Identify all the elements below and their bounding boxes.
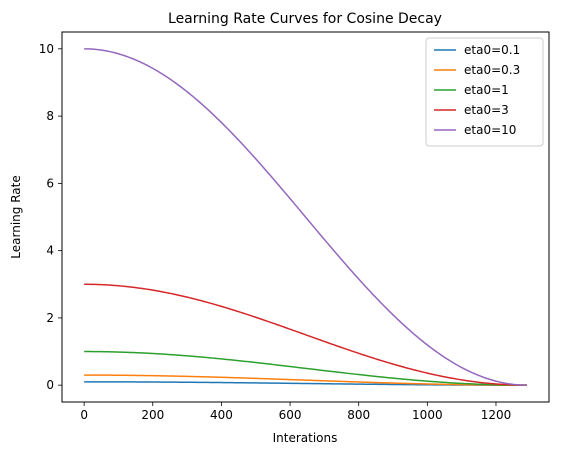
x-tick-label: 200 — [141, 408, 164, 422]
y-tick-label: 0 — [46, 378, 54, 392]
series-line-2 — [84, 350, 527, 386]
legend-label-3: eta0=3 — [464, 103, 509, 117]
y-tick-label: 10 — [39, 42, 54, 56]
x-tick-label: 1200 — [481, 408, 512, 422]
legend: eta0=0.1 eta0=0.3 eta0=1 eta0=3 eta0=10 — [425, 37, 544, 147]
series-line-3 — [84, 283, 527, 386]
legend-label-0: eta0=0.1 — [464, 43, 520, 57]
x-tick-label: 800 — [347, 408, 370, 422]
legend-label-4: eta0=10 — [464, 123, 516, 137]
y-tick-label: 2 — [46, 311, 54, 325]
x-axis-label: Interations — [273, 431, 338, 445]
x-axis: 0 200 400 600 800 1000 1200 — [80, 402, 511, 422]
chart-title: Learning Rate Curves for Cosine Decay — [168, 11, 442, 27]
y-tick-label: 6 — [46, 176, 54, 190]
y-tick-label: 4 — [46, 244, 54, 258]
y-tick-label: 8 — [46, 109, 54, 123]
x-tick-label: 600 — [279, 408, 302, 422]
x-tick-label: 400 — [210, 408, 233, 422]
x-tick-label: 1000 — [412, 408, 443, 422]
x-tick-label: 0 — [80, 408, 88, 422]
y-axis-label: Learning Rate — [9, 175, 23, 258]
plot-lines — [84, 48, 527, 386]
series-line-1 — [84, 374, 527, 386]
y-axis: 0 2 4 6 8 10 — [39, 42, 62, 392]
series-line-4 — [84, 48, 527, 386]
plot-frame — [61, 31, 550, 403]
legend-label-2: eta0=1 — [464, 83, 509, 97]
legend-box — [425, 37, 544, 147]
legend-label-1: eta0=0.3 — [464, 63, 520, 77]
